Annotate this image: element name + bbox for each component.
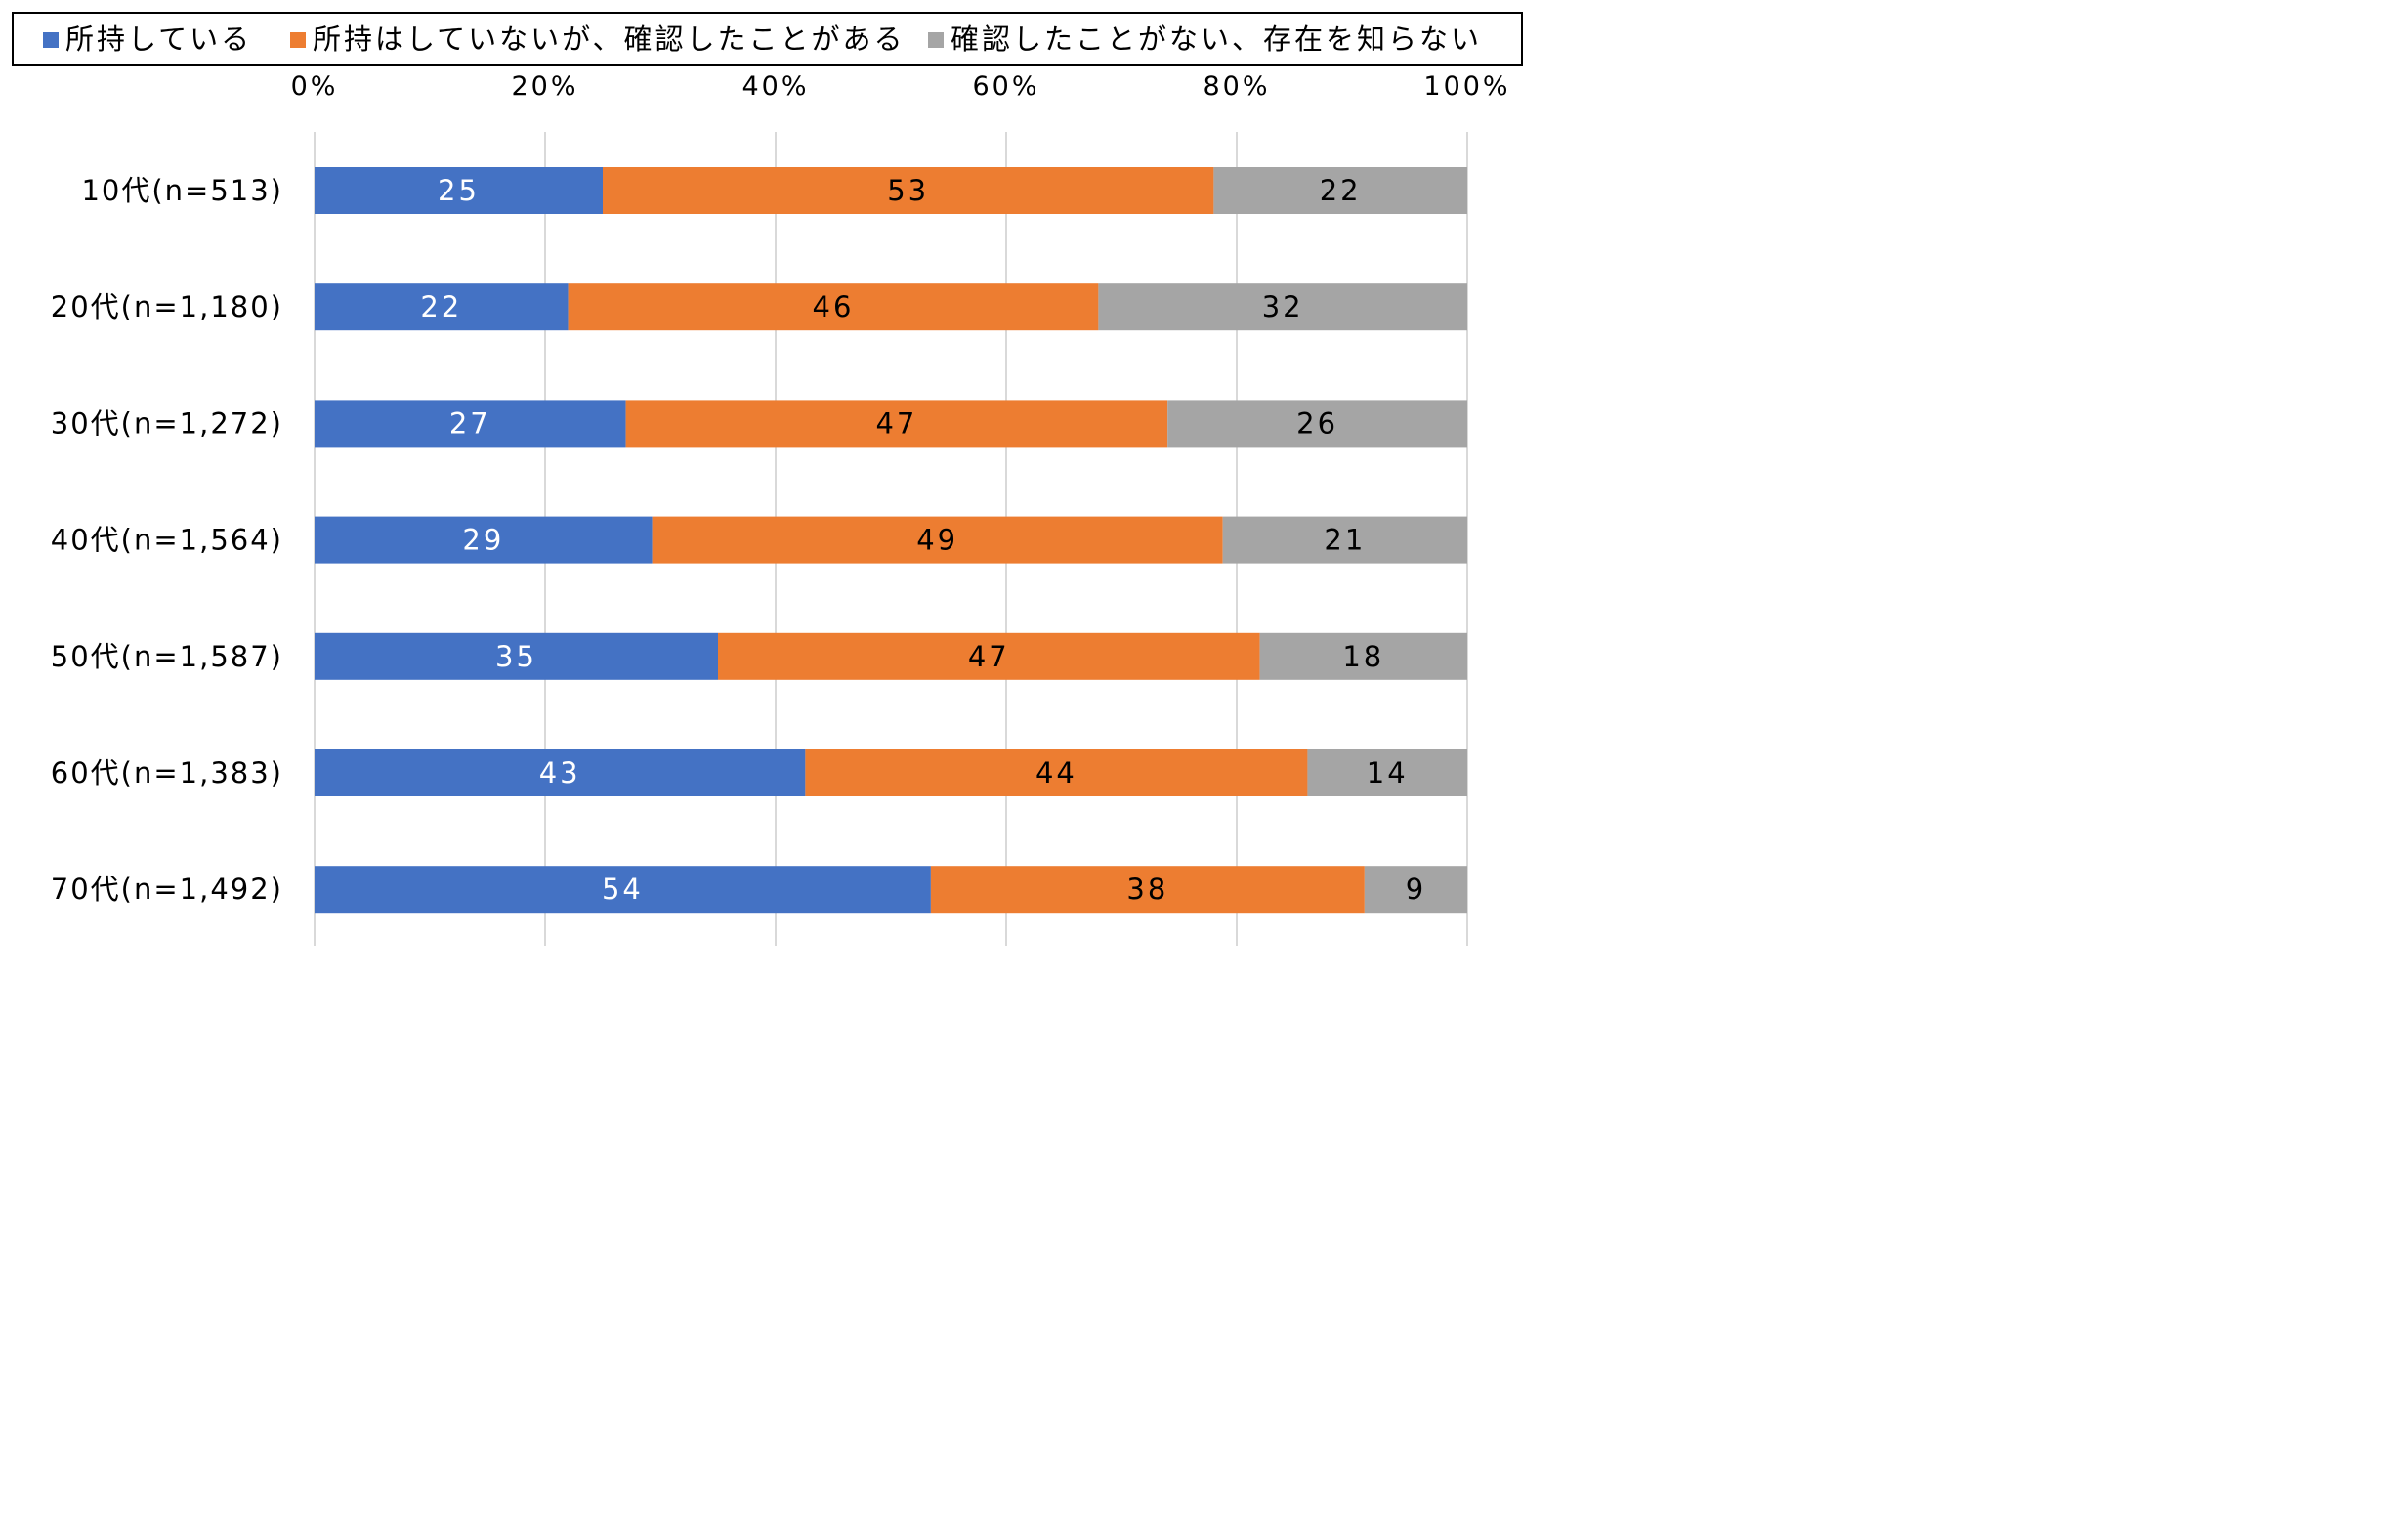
data-label: 49 xyxy=(916,524,958,557)
x-tick-label: 80% xyxy=(1203,71,1270,102)
bars: 25 53 22 22 46 32 27 47 26 29 49 21 35 47 18 43 44 14 54 38… xyxy=(315,167,1467,914)
bar-segment xyxy=(315,400,626,448)
data-label: 47 xyxy=(875,406,917,440)
data-label: 21 xyxy=(1324,524,1366,557)
bar-segment xyxy=(930,866,1365,914)
data-label: 25 xyxy=(438,174,480,207)
y-category-label: 20代(n=1,180) xyxy=(51,290,283,323)
data-label: 38 xyxy=(1126,873,1168,906)
data-label: 22 xyxy=(1320,174,1362,207)
bar-segment xyxy=(1222,516,1467,564)
bar-segment xyxy=(1213,167,1467,214)
y-axis-category-labels: 10代(n=513) 20代(n=1,180) 30代(n=1,272) 40代(n=… xyxy=(51,174,283,906)
data-label: 32 xyxy=(1262,290,1304,323)
x-axis-tick-labels: 0% 20% 40% 60% 80% 100% xyxy=(291,71,1510,102)
legend: 所持している 所持はしていないが、確認したことがある 確認したことがない、存在を知ら… xyxy=(12,12,1523,66)
x-tick-label: 20% xyxy=(511,71,578,102)
data-label: 18 xyxy=(1342,640,1384,673)
stacked-bar-chart: 所持している 所持はしていないが、確認したことがある 確認したことがない、存在を知ら… xyxy=(12,12,1523,946)
y-category-label: 50代(n=1,587) xyxy=(51,640,283,673)
data-label: 14 xyxy=(1367,756,1409,790)
bar-segment xyxy=(315,749,806,796)
x-tick-label: 100% xyxy=(1423,71,1510,102)
legend-swatch xyxy=(290,32,306,48)
bar-segment xyxy=(315,632,718,680)
bar-segment xyxy=(315,167,603,214)
y-category-label: 40代(n=1,564) xyxy=(51,524,283,557)
bar-segment xyxy=(652,516,1223,564)
data-label: 35 xyxy=(495,640,537,673)
y-category-label: 30代(n=1,272) xyxy=(51,406,283,440)
bar-segment xyxy=(315,283,569,331)
data-label: 47 xyxy=(968,640,1010,673)
bar-segment xyxy=(1364,866,1467,914)
bar-segment xyxy=(625,400,1168,448)
bar-segment xyxy=(1098,283,1467,331)
x-tick-label: 0% xyxy=(291,71,339,102)
bar-segment xyxy=(1167,400,1467,448)
bar-segment xyxy=(568,283,1099,331)
data-label: 54 xyxy=(602,873,644,906)
data-label: 43 xyxy=(539,756,581,790)
y-category-label: 60代(n=1,383) xyxy=(51,756,283,790)
y-category-label: 10代(n=513) xyxy=(81,174,283,207)
legend-swatch xyxy=(928,32,944,48)
x-tick-label: 40% xyxy=(741,71,809,102)
y-category-label: 70代(n=1,492) xyxy=(51,873,283,906)
bar-segment xyxy=(603,167,1214,214)
bar-segment xyxy=(1307,749,1467,796)
data-label: 46 xyxy=(813,290,855,323)
bar-segment xyxy=(315,516,653,564)
legend-label: 確認したことがない、存在を知らない xyxy=(951,22,1482,56)
data-label: 53 xyxy=(887,174,929,207)
data-label: 29 xyxy=(462,524,504,557)
data-label: 44 xyxy=(1035,756,1077,790)
bar-segment xyxy=(315,866,931,914)
bar-segment xyxy=(805,749,1308,796)
bar-segment xyxy=(718,632,1260,680)
legend-label: 所持はしていないが、確認したことがある xyxy=(313,22,906,56)
bar-segment xyxy=(1259,632,1467,680)
data-label: 9 xyxy=(1406,873,1426,906)
data-label: 22 xyxy=(420,290,462,323)
data-label: 27 xyxy=(449,406,491,440)
legend-frame xyxy=(12,12,1523,66)
legend-swatch xyxy=(43,32,59,48)
x-tick-label: 60% xyxy=(972,71,1039,102)
legend-label: 所持している xyxy=(65,22,252,56)
data-label: 26 xyxy=(1296,406,1338,440)
